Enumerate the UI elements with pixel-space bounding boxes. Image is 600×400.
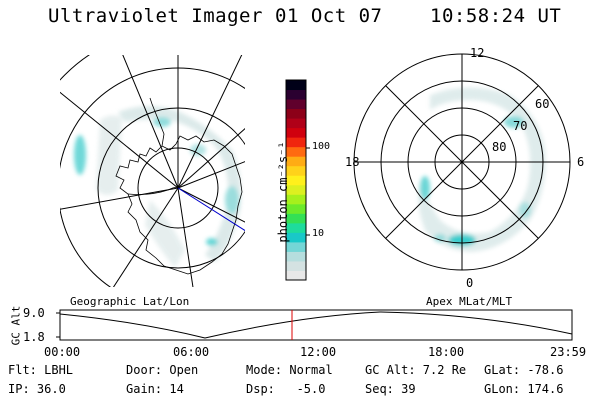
colorbar-cell	[286, 251, 306, 262]
info-gc-alt: GC Alt: 7.2 Re	[365, 363, 467, 377]
info-gain: Gain: 14	[126, 382, 184, 396]
polar-plot-caption: Apex MLat/MLT	[426, 295, 513, 308]
colorbar-cell	[286, 137, 306, 148]
mlat-label-70: 70	[513, 119, 528, 133]
colorbar-unit-label: photon cm⁻²s⁻¹	[276, 141, 290, 243]
colorbar-cell	[286, 184, 306, 195]
header-date: 01 Oct 07	[275, 5, 383, 27]
info-door: Door: Open	[126, 363, 199, 377]
gc-alt-curve	[59, 311, 573, 339]
geo-map-caption: Geographic Lat/Lon	[70, 295, 190, 308]
mlat-label-60: 60	[535, 97, 550, 111]
colorbar-tick-10: 10	[312, 228, 325, 239]
gc-alt-xtick-0000: 00:00	[44, 345, 81, 359]
mlat-label-80: 80	[492, 140, 507, 154]
info-glon: GLon: 174.6	[484, 382, 564, 396]
gc-alt-ytick-9: 9.0	[23, 306, 45, 320]
info-ip: IP: 36.0	[8, 382, 66, 396]
antarctic-peninsula	[149, 97, 165, 147]
polar-plot	[353, 53, 571, 271]
colorbar-cell	[286, 270, 306, 281]
info-filter: Flt: LBHL	[8, 363, 74, 377]
geo-grid	[60, 55, 245, 287]
colorbar-cell	[286, 99, 306, 110]
mlt-label-0: 0	[466, 276, 474, 290]
gc-alt-xtick-1800: 18:00	[428, 345, 465, 359]
gc-alt-xtick-1200: 12:00	[300, 345, 337, 359]
colorbar-cell	[286, 222, 306, 233]
header-time: 10:58:24 UT	[430, 5, 562, 27]
header-title: Ultraviolet Imager	[48, 5, 263, 27]
satellite-track-line	[177, 187, 245, 232]
gc-alt-ytick-1.8: 1.8	[23, 330, 45, 344]
colorbar-cell	[286, 146, 306, 157]
mlt-label-6: 6	[577, 155, 585, 169]
geo-map	[60, 55, 245, 287]
ross-ice-shelf	[127, 186, 179, 195]
colorbar-tick-100: 100	[312, 141, 331, 152]
info-mode: Mode: Normal	[246, 363, 333, 377]
colorbar-cell	[286, 165, 306, 176]
colorbar-cell	[286, 108, 306, 119]
antarctica-coastline	[115, 135, 243, 275]
geo-aurora	[74, 106, 241, 268]
colorbar	[285, 79, 310, 281]
mlt-label-12: 12	[470, 46, 485, 60]
colorbar-cell	[286, 213, 306, 224]
colorbar-cell	[286, 175, 306, 186]
colorbar-cell	[286, 127, 306, 138]
colorbar-cell	[286, 260, 306, 271]
info-seq: Seq: 39	[365, 382, 416, 396]
info-glat: GLat: -78.6	[484, 363, 564, 377]
colorbar-cell	[286, 203, 306, 214]
colorbar-cell	[286, 118, 306, 129]
gc-alt-plot	[56, 309, 573, 341]
colorbar-cell	[286, 80, 306, 91]
colorbar-cell	[286, 89, 306, 100]
colorbar-cell	[286, 194, 306, 205]
colorbar-cell	[286, 232, 306, 243]
colorbar-cell	[286, 156, 306, 167]
gc-alt-ylabel: GC Alt	[9, 305, 23, 346]
gc-alt-xtick-0600: 06:00	[173, 345, 210, 359]
gc-alt-xtick-2359: 23:59	[550, 345, 587, 359]
colorbar-cell	[286, 241, 306, 252]
mlt-label-18: 18	[345, 155, 360, 169]
info-dsp: Dsp: -5.0	[246, 382, 326, 396]
